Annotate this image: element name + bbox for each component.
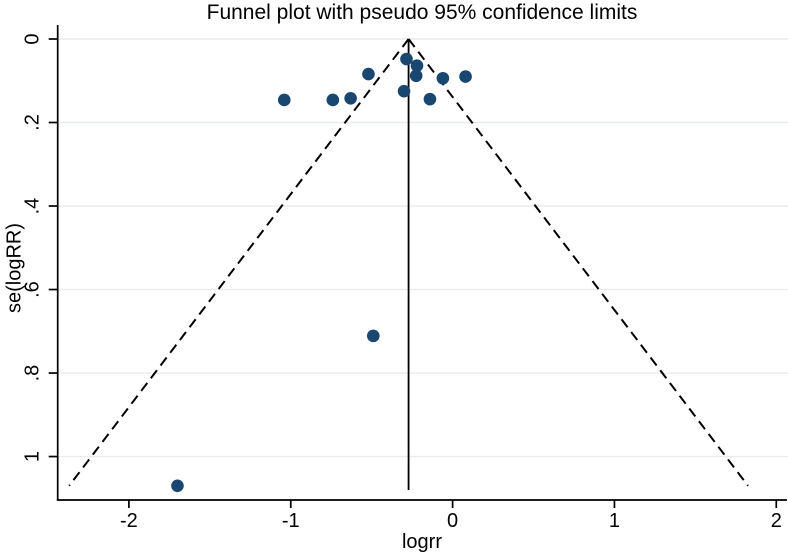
data-point bbox=[459, 70, 472, 83]
data-point bbox=[277, 93, 291, 107]
data-point bbox=[423, 92, 437, 106]
data-point bbox=[362, 67, 375, 81]
data-point bbox=[171, 479, 184, 493]
upper-ci-limit-line bbox=[407, 38, 749, 487]
data-point bbox=[409, 69, 423, 83]
x-tick-label: 1 bbox=[609, 510, 620, 532]
data-point bbox=[344, 91, 357, 105]
x-tick-label: -2 bbox=[120, 510, 138, 532]
data-point bbox=[397, 84, 411, 98]
data-point bbox=[366, 329, 380, 343]
axes: -2 -1 0 1 2 0 .2 .4 .6 .8 1 bbox=[22, 25, 787, 532]
y-tick-label: .4 bbox=[22, 198, 44, 215]
y-tick-label: .2 bbox=[22, 114, 44, 131]
y-tick-label: 0 bbox=[22, 33, 44, 44]
x-axis-title: logrr bbox=[401, 531, 442, 553]
pseudo-ci-limits bbox=[68, 38, 749, 487]
data-points bbox=[171, 52, 472, 493]
data-point bbox=[410, 59, 424, 73]
x-tick-label: 2 bbox=[771, 510, 782, 532]
lower-ci-limit-line bbox=[68, 38, 410, 487]
y-tick-label: .6 bbox=[22, 281, 44, 298]
x-tick-label: -1 bbox=[282, 510, 300, 532]
data-point bbox=[326, 93, 340, 107]
data-point bbox=[400, 52, 413, 66]
y-gridlines bbox=[57, 38, 788, 458]
y-tick-label: .8 bbox=[22, 365, 44, 382]
data-point bbox=[436, 71, 450, 85]
x-tick-label: 0 bbox=[447, 510, 458, 532]
y-tick-label: 1 bbox=[22, 451, 44, 462]
chart-title: Funnel plot with pseudo 95% confidence l… bbox=[206, 1, 638, 24]
